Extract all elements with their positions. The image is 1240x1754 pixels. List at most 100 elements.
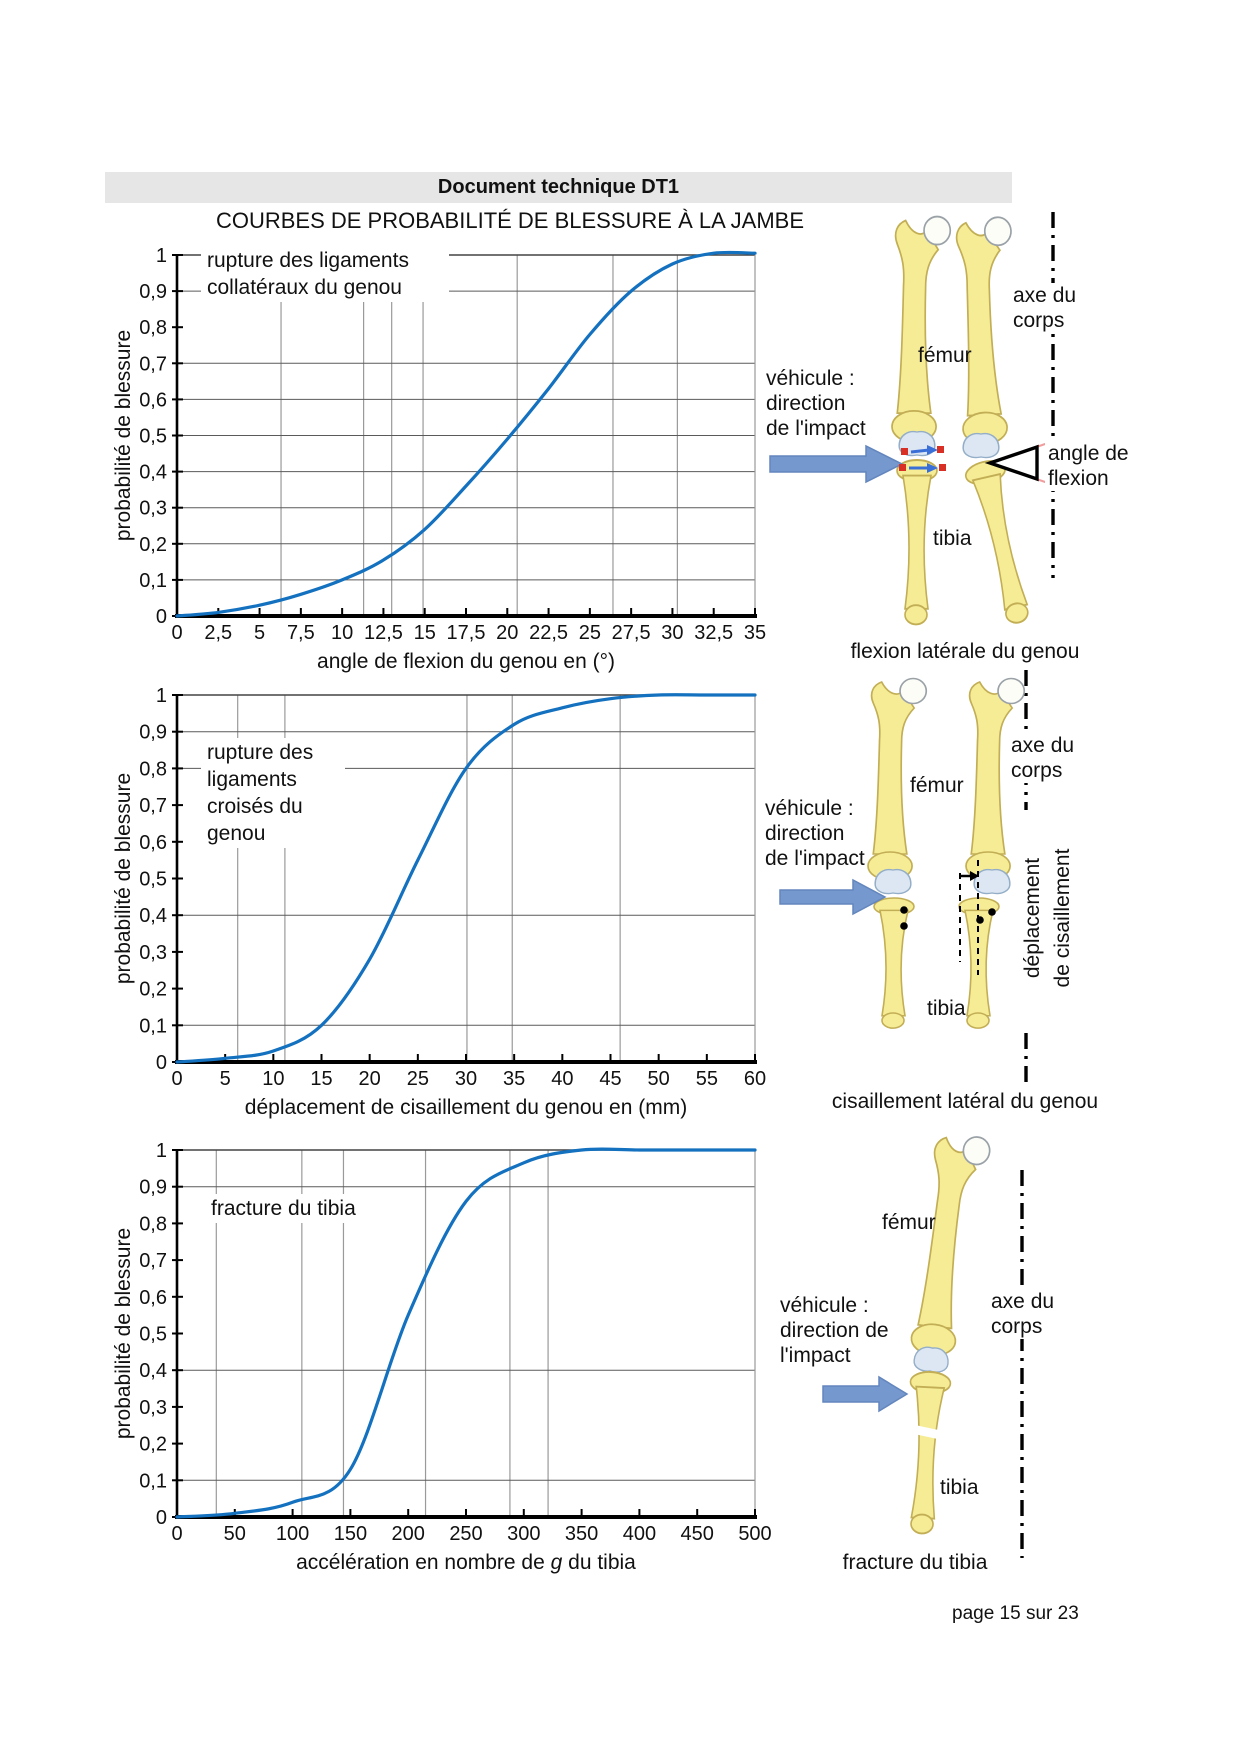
impact-direction-arrow bbox=[769, 444, 904, 484]
x-tick-label: 200 bbox=[392, 1523, 425, 1545]
y-tick-label: 0,5 bbox=[139, 426, 167, 448]
y-tick-label: 0 bbox=[156, 606, 167, 628]
x-tick-label: 150 bbox=[334, 1523, 367, 1545]
y-tick-label: 0,7 bbox=[139, 795, 167, 817]
label-tibia: tibia bbox=[933, 527, 972, 550]
x-tick-label: 50 bbox=[224, 1523, 246, 1545]
x-tick-label: 2,5 bbox=[204, 622, 232, 644]
x-tick-label: 55 bbox=[696, 1068, 718, 1090]
ligament-arrowhead-top bbox=[927, 445, 938, 455]
y-tick-label: 1 bbox=[156, 685, 167, 707]
x-tick-label: 25 bbox=[407, 1068, 429, 1090]
y-tick-label: 0,2 bbox=[139, 534, 167, 556]
straight-leg-bones bbox=[867, 677, 928, 1029]
x-tick-label: 12,5 bbox=[364, 622, 403, 644]
x-tick-label: 350 bbox=[565, 1523, 598, 1545]
chart-annotation-cruciate-ligaments: rupture des ligaments croisés du genou bbox=[201, 738, 345, 848]
reference-point bbox=[988, 908, 996, 916]
x-tick-label: 45 bbox=[599, 1068, 621, 1090]
y-tick-label: 0,1 bbox=[139, 1015, 167, 1037]
y-axis-title: probabilité de blessure bbox=[112, 773, 135, 984]
ligament-arrow-top bbox=[910, 448, 930, 454]
y-tick-label: 0,2 bbox=[139, 979, 167, 1001]
x-tick-label: 450 bbox=[681, 1523, 714, 1545]
y-tick-label: 0,3 bbox=[139, 498, 167, 520]
y-tick-label: 0,6 bbox=[139, 1287, 167, 1309]
x-tick-label: 0 bbox=[171, 622, 182, 644]
reference-point bbox=[976, 916, 984, 924]
label-body-axis: axe du corps bbox=[1010, 283, 1080, 333]
document-title: Document technique DT1 bbox=[437, 176, 680, 198]
ligament-markers bbox=[899, 445, 946, 473]
impact-direction-arrow bbox=[822, 1375, 909, 1413]
x-tick-label: 35 bbox=[744, 622, 766, 644]
y-tick-label: 0,7 bbox=[139, 353, 167, 375]
x-axis-title: angle de flexion du genou en (°) bbox=[317, 650, 615, 673]
probability-curve bbox=[175, 693, 757, 1064]
label-impact-direction: véhicule : direction de l'impact bbox=[766, 367, 866, 440]
x-tick-label: 25 bbox=[579, 622, 601, 644]
diagram-knee-lateral-shear: axe du corps fémur véhicule : direction … bbox=[690, 670, 1160, 1130]
diagram-caption: fracture du tibia bbox=[842, 1551, 988, 1574]
y-tick-label: 0,2 bbox=[139, 1434, 167, 1456]
knee-flexion-illustration bbox=[769, 212, 1055, 628]
y-tick-label: 0,3 bbox=[139, 942, 167, 964]
label-flexion-angle: angle de flexion bbox=[1045, 441, 1132, 491]
y-tick-label: 0,7 bbox=[139, 1250, 167, 1272]
x-tick-label: 40 bbox=[551, 1068, 573, 1090]
y-tick-label: 0,5 bbox=[139, 869, 167, 891]
y-tick-label: 0 bbox=[156, 1507, 167, 1529]
y-tick-label: 0,1 bbox=[139, 570, 167, 592]
ligament-point bbox=[899, 464, 906, 471]
x-tick-label: 60 bbox=[744, 1068, 766, 1090]
page-number: page 15 sur 23 bbox=[952, 1603, 1079, 1624]
label-femur: fémur bbox=[910, 774, 964, 797]
chart-tibia-acceleration-probability: 1 0,9 0,8 0,7 0,6 0,5 0,4 0,3 0,2 0,1 00 50 100 150 20… bbox=[112, 1140, 772, 1574]
y-tick-label: 0,4 bbox=[139, 905, 167, 927]
sheared-leg-bones bbox=[958, 677, 1026, 1029]
y-tick-label: 0,8 bbox=[139, 1213, 167, 1235]
tibia-fracture-illustration bbox=[822, 1131, 1024, 1558]
x-tick-label: 20 bbox=[359, 1068, 381, 1090]
reference-point bbox=[900, 922, 908, 930]
x-tick-label: 35 bbox=[503, 1068, 525, 1090]
y-tick-label: 1 bbox=[156, 245, 167, 267]
y-tick-label: 1 bbox=[156, 1140, 167, 1162]
document-header-bar: Document technique DT1 bbox=[105, 172, 1012, 203]
x-tick-label: 27,5 bbox=[612, 622, 651, 644]
x-tick-label: 32,5 bbox=[694, 622, 733, 644]
x-tick-label: 300 bbox=[507, 1523, 540, 1545]
shear-displacement-markers bbox=[900, 860, 996, 975]
x-tick-label: 20 bbox=[496, 622, 518, 644]
label-impact-direction: véhicule : direction de l'impact bbox=[765, 797, 865, 870]
y-tick-label: 0,8 bbox=[139, 317, 167, 339]
ligament-point bbox=[937, 446, 944, 453]
x-tick-label: 30 bbox=[661, 622, 683, 644]
x-tick-label: 17,5 bbox=[447, 622, 486, 644]
y-tick-label: 0,6 bbox=[139, 832, 167, 854]
chart-knee-flexion-probability: 1 0,9 0,8 0,7 0,6 0,5 0,4 0,3 0,2 0,1 00 2,5 5 7,5 10 1… bbox=[112, 245, 766, 673]
fractured-leg-bones bbox=[899, 1131, 992, 1536]
flexion-angle-wedge bbox=[984, 442, 1049, 484]
label-tibia: tibia bbox=[927, 997, 966, 1020]
x-tick-label: 7,5 bbox=[287, 622, 315, 644]
label-impact-direction: véhicule : direction de l'impact bbox=[780, 1294, 889, 1367]
x-axis-title: accélération en nombre de g du tibia bbox=[296, 1551, 636, 1574]
y-tick-label: 0,9 bbox=[139, 1177, 167, 1199]
straight-leg-bones bbox=[891, 215, 952, 626]
diagram-knee-lateral-flexion: axe du corps fémur véhicule : direction … bbox=[690, 210, 1160, 670]
fracture-gap bbox=[899, 1422, 949, 1441]
diagram-caption: flexion latérale du genou bbox=[850, 640, 1080, 663]
x-tick-label: 5 bbox=[220, 1068, 231, 1090]
x-tick-label: 10 bbox=[331, 622, 353, 644]
x-tick-label: 22,5 bbox=[529, 622, 568, 644]
label-femur: fémur bbox=[918, 344, 972, 367]
label-shear-displacement: déplacement de cisaillement bbox=[1018, 810, 1078, 1026]
diagram-tibia-fracture: fémur axe du corps véhicule : direction … bbox=[690, 1130, 1160, 1600]
ligament-point bbox=[939, 464, 946, 471]
ligament-point bbox=[901, 448, 908, 455]
shear-arrowhead bbox=[970, 871, 979, 881]
label-femur: fémur bbox=[882, 1211, 936, 1234]
x-tick-label: 15 bbox=[414, 622, 436, 644]
